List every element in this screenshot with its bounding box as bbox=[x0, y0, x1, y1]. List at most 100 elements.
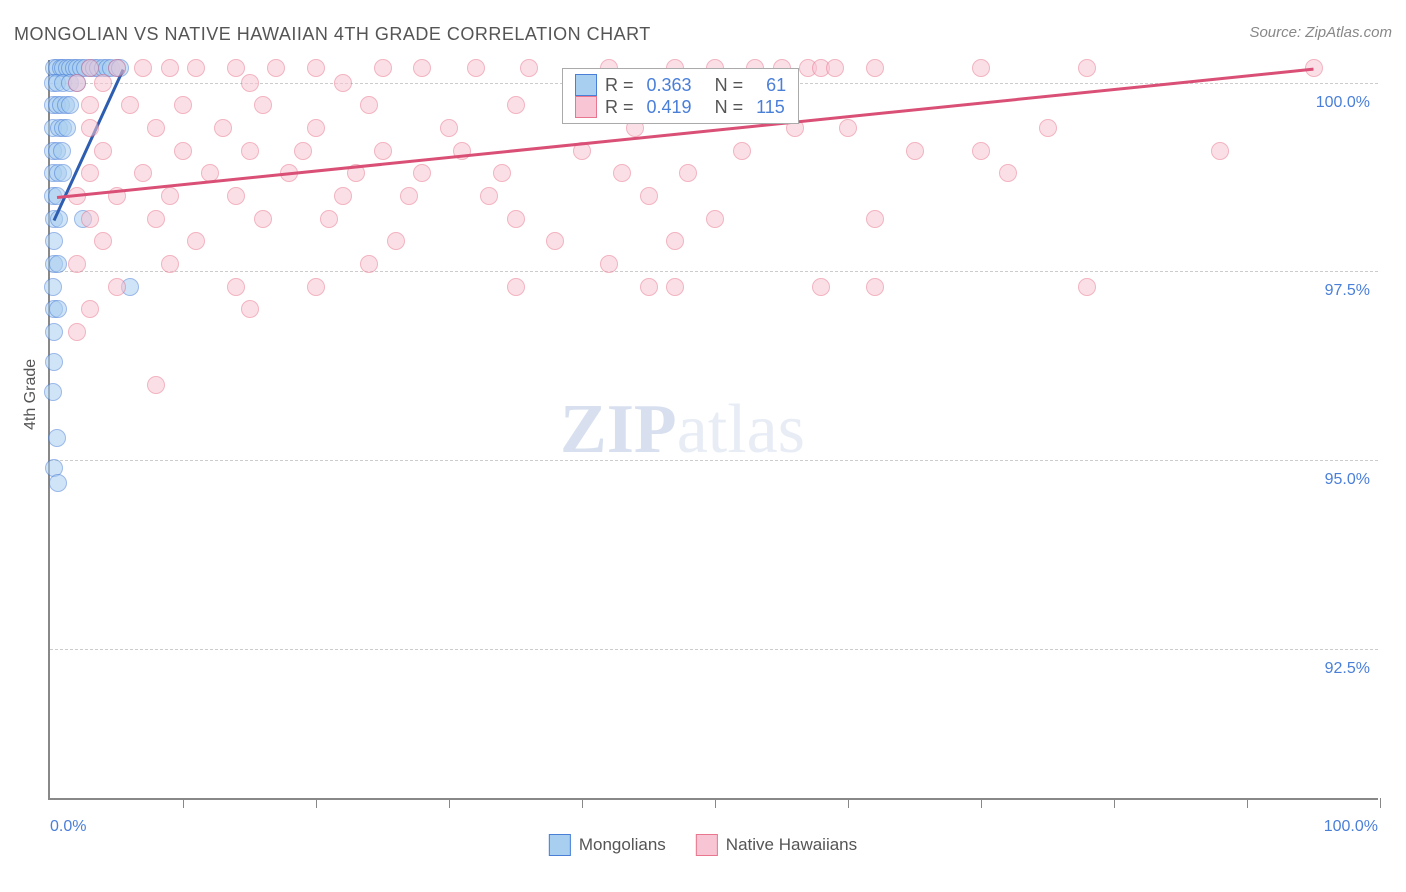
data-point bbox=[972, 142, 990, 160]
data-point bbox=[866, 278, 884, 296]
data-point bbox=[640, 278, 658, 296]
data-point bbox=[48, 429, 66, 447]
data-point bbox=[44, 383, 62, 401]
y-tick-label: 100.0% bbox=[1316, 94, 1370, 112]
data-point bbox=[307, 59, 325, 77]
data-point bbox=[81, 96, 99, 114]
data-point bbox=[134, 164, 152, 182]
data-point bbox=[440, 119, 458, 137]
stats-legend: R = 0.363 N = 61R = 0.419 N = 115 bbox=[562, 68, 799, 124]
data-point bbox=[480, 187, 498, 205]
n-value: 61 bbox=[761, 75, 786, 96]
data-point bbox=[61, 96, 79, 114]
data-point bbox=[45, 353, 63, 371]
data-point bbox=[241, 300, 259, 318]
data-point bbox=[81, 59, 99, 77]
data-point bbox=[58, 119, 76, 137]
y-tick-label: 97.5% bbox=[1325, 282, 1370, 300]
legend-swatch bbox=[549, 834, 571, 856]
data-point bbox=[613, 164, 631, 182]
data-point bbox=[45, 232, 63, 250]
series-legend: MongoliansNative Hawaiians bbox=[549, 834, 857, 856]
r-value: 0.363 bbox=[647, 75, 692, 96]
data-point bbox=[241, 74, 259, 92]
data-point bbox=[121, 96, 139, 114]
data-point bbox=[94, 232, 112, 250]
data-point bbox=[49, 255, 67, 273]
data-point bbox=[493, 164, 511, 182]
data-point bbox=[866, 59, 884, 77]
data-point bbox=[214, 119, 232, 137]
source-label: Source: ZipAtlas.com bbox=[1249, 24, 1392, 41]
data-point bbox=[413, 164, 431, 182]
data-point bbox=[44, 278, 62, 296]
data-point bbox=[826, 59, 844, 77]
data-point bbox=[254, 210, 272, 228]
scatter-plot-area: 92.5%95.0%97.5%100.0%0.0%100.0% bbox=[48, 60, 1378, 800]
x-tick bbox=[449, 798, 450, 808]
x-tick bbox=[1380, 798, 1381, 808]
data-point bbox=[294, 142, 312, 160]
data-point bbox=[507, 96, 525, 114]
x-tick bbox=[1114, 798, 1115, 808]
data-point bbox=[53, 142, 71, 160]
data-point bbox=[307, 278, 325, 296]
data-point bbox=[161, 255, 179, 273]
y-tick-label: 92.5% bbox=[1325, 660, 1370, 678]
legend-label: Native Hawaiians bbox=[726, 835, 857, 855]
y-axis-label: 4th Grade bbox=[22, 359, 40, 430]
gridline bbox=[50, 649, 1378, 650]
data-point bbox=[812, 278, 830, 296]
data-point bbox=[187, 59, 205, 77]
data-point bbox=[1078, 59, 1096, 77]
n-value: 115 bbox=[756, 97, 785, 118]
data-point bbox=[467, 59, 485, 77]
data-point bbox=[227, 278, 245, 296]
data-point bbox=[81, 119, 99, 137]
data-point bbox=[866, 210, 884, 228]
legend-item: Native Hawaiians bbox=[696, 834, 857, 856]
data-point bbox=[108, 278, 126, 296]
x-tick-label-min: 0.0% bbox=[50, 818, 86, 836]
data-point bbox=[161, 187, 179, 205]
data-point bbox=[241, 142, 259, 160]
x-tick bbox=[848, 798, 849, 808]
legend-swatch bbox=[575, 96, 597, 118]
legend-swatch bbox=[696, 834, 718, 856]
data-point bbox=[134, 59, 152, 77]
data-point bbox=[187, 232, 205, 250]
x-tick bbox=[981, 798, 982, 808]
data-point bbox=[400, 187, 418, 205]
data-point bbox=[81, 210, 99, 228]
data-point bbox=[68, 255, 86, 273]
legend-row: R = 0.363 N = 61 bbox=[575, 74, 786, 96]
data-point bbox=[507, 278, 525, 296]
data-point bbox=[666, 278, 684, 296]
data-point bbox=[147, 376, 165, 394]
data-point bbox=[147, 210, 165, 228]
data-point bbox=[906, 142, 924, 160]
gridline bbox=[50, 460, 1378, 461]
data-point bbox=[68, 74, 86, 92]
data-point bbox=[227, 187, 245, 205]
data-point bbox=[413, 59, 431, 77]
legend-swatch bbox=[575, 74, 597, 96]
y-tick-label: 95.0% bbox=[1325, 471, 1370, 489]
data-point bbox=[45, 323, 63, 341]
data-point bbox=[81, 164, 99, 182]
x-tick bbox=[183, 798, 184, 808]
data-point bbox=[174, 142, 192, 160]
data-point bbox=[507, 210, 525, 228]
data-point bbox=[374, 59, 392, 77]
data-point bbox=[600, 255, 618, 273]
data-point bbox=[374, 142, 392, 160]
data-point bbox=[839, 119, 857, 137]
data-point bbox=[546, 232, 564, 250]
n-label: N = bbox=[700, 97, 749, 118]
data-point bbox=[640, 187, 658, 205]
data-point bbox=[307, 119, 325, 137]
data-point bbox=[679, 164, 697, 182]
data-point bbox=[49, 474, 67, 492]
data-point bbox=[360, 255, 378, 273]
data-point bbox=[68, 323, 86, 341]
